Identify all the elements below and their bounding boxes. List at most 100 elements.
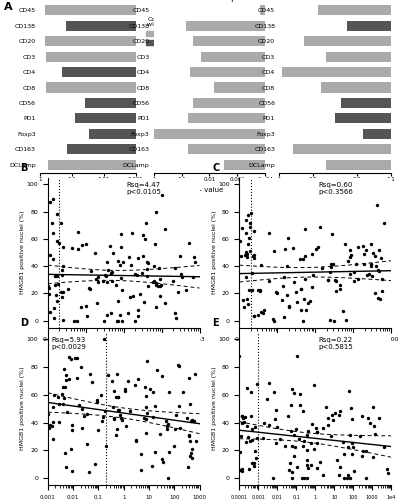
Point (298, 284, 304, 292)
Text: B: B (21, 163, 28, 173)
Point (376, 246, 383, 254)
Text: D: D (21, 318, 29, 328)
Point (308, 440, 315, 448)
Point (255, 311, 261, 319)
Point (284, 234, 291, 242)
Point (272, 415, 279, 423)
Point (343, 316, 349, 324)
Point (175, 288, 182, 296)
Point (54, 272, 60, 280)
Point (147, 385, 153, 393)
Point (71, 316, 77, 324)
Point (59, 266, 65, 274)
Point (164, 424, 171, 432)
Text: A: A (4, 2, 13, 12)
Point (377, 254, 384, 262)
Point (288, 426, 294, 434)
Point (140, 232, 146, 239)
Point (50, 402, 56, 410)
Point (327, 316, 334, 324)
Point (60, 366, 67, 374)
Point (239, 296, 246, 304)
Point (187, 400, 193, 408)
Bar (321, 82, 399, 92)
Point (63, 463, 69, 471)
Point (285, 412, 291, 420)
Point (337, 408, 344, 416)
Point (305, 427, 311, 435)
Point (257, 288, 263, 296)
Point (101, 336, 107, 344)
Point (152, 448, 158, 456)
Point (192, 370, 198, 378)
Point (336, 411, 342, 419)
Bar (193, 98, 399, 108)
Point (350, 443, 356, 451)
Point (355, 275, 361, 283)
Point (302, 225, 309, 233)
Point (346, 253, 353, 261)
Point (49, 418, 56, 426)
Point (50, 255, 56, 263)
Point (277, 435, 283, 443)
Point (144, 358, 150, 366)
Point (294, 462, 300, 470)
Point (241, 418, 247, 426)
Point (349, 450, 356, 458)
Point (298, 284, 304, 292)
Point (84, 440, 90, 448)
Point (173, 411, 179, 419)
Point (55, 239, 62, 247)
Bar (347, 20, 399, 30)
Point (296, 434, 302, 442)
Point (98, 392, 104, 400)
Point (160, 458, 166, 466)
Point (314, 428, 320, 436)
Point (368, 260, 374, 268)
Point (265, 379, 272, 387)
Bar (66, 20, 399, 30)
Text: Rsq=0.60
p<0.3566: Rsq=0.60 p<0.3566 (318, 182, 353, 195)
Point (66, 374, 73, 382)
Point (304, 462, 310, 469)
Point (265, 230, 272, 237)
Point (246, 465, 252, 473)
Point (87, 370, 93, 378)
Point (75, 228, 81, 236)
Point (102, 407, 108, 415)
Point (79, 240, 85, 248)
Point (371, 430, 378, 438)
Point (289, 384, 295, 392)
Point (244, 250, 250, 258)
Point (150, 278, 156, 286)
Point (380, 218, 387, 226)
Point (330, 416, 336, 424)
Point (237, 466, 244, 473)
Point (47, 251, 53, 259)
Point (246, 234, 252, 242)
Point (359, 412, 365, 420)
Point (186, 240, 192, 248)
Point (114, 370, 120, 378)
Point (244, 253, 250, 261)
Legend: Negative, Positive: Negative, Positive (144, 14, 190, 48)
Point (245, 211, 251, 219)
Point (328, 260, 334, 268)
Point (279, 296, 286, 304)
Point (291, 452, 297, 460)
Point (151, 277, 158, 285)
Point (273, 438, 279, 446)
Bar (89, 129, 399, 139)
Point (253, 454, 259, 462)
Bar (190, 67, 399, 77)
Point (120, 258, 126, 266)
Point (144, 258, 150, 266)
Point (85, 284, 92, 292)
Point (74, 374, 80, 382)
Point (373, 262, 379, 270)
Point (315, 244, 321, 252)
Point (291, 389, 297, 397)
Point (145, 260, 152, 268)
Point (170, 278, 176, 285)
Point (104, 310, 111, 318)
